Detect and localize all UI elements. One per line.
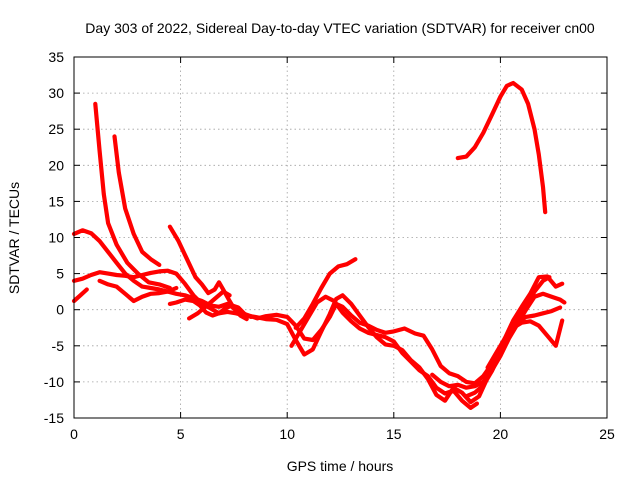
x-axis-label: GPS time / hours xyxy=(287,458,394,474)
y-tick-label: 10 xyxy=(48,230,64,246)
x-tick-label: 20 xyxy=(493,426,509,442)
x-tick-label: 25 xyxy=(599,426,615,442)
series-track-d xyxy=(93,101,172,291)
series-track-o xyxy=(455,80,548,215)
x-tick-label: 0 xyxy=(70,426,78,442)
series-track-g xyxy=(167,224,249,322)
grid-lines xyxy=(74,57,607,418)
y-tick-label: -5 xyxy=(52,338,65,354)
data-series xyxy=(71,80,567,410)
series-track-j xyxy=(293,257,358,330)
y-tick-label: 20 xyxy=(48,157,64,173)
x-tick-label: 15 xyxy=(386,426,402,442)
y-tick-label: 30 xyxy=(48,85,64,101)
y-tick-label: 5 xyxy=(56,266,64,282)
series-track-i xyxy=(187,289,232,321)
series-track-k xyxy=(289,294,479,410)
x-tick-labels: 0 5 10 15 20 25 xyxy=(70,426,615,442)
y-tick-label: -15 xyxy=(44,410,64,426)
x-tick-label: 5 xyxy=(177,426,185,442)
series-track-b xyxy=(71,228,563,386)
y-tick-label: -10 xyxy=(44,374,64,390)
x-tick-label: 10 xyxy=(279,426,295,442)
series-track-e xyxy=(112,134,162,267)
series-track-a xyxy=(71,287,89,304)
series-track-f xyxy=(97,278,179,304)
y-tick-label: 25 xyxy=(48,121,64,137)
y-tick-labels: -15 -10 -5 0 5 10 15 20 25 30 35 xyxy=(44,49,64,426)
y-tick-label: 35 xyxy=(48,49,64,65)
y-axis-label: SDTVAR / TECUs xyxy=(6,182,22,294)
chart-title: Day 303 of 2022, Sidereal Day-to-day VTE… xyxy=(85,20,595,36)
y-tick-label: 15 xyxy=(48,193,64,209)
y-tick-label: 0 xyxy=(56,302,64,318)
series-track-n xyxy=(485,318,565,370)
series-track-h xyxy=(167,297,254,319)
axis-ticks xyxy=(73,56,608,419)
